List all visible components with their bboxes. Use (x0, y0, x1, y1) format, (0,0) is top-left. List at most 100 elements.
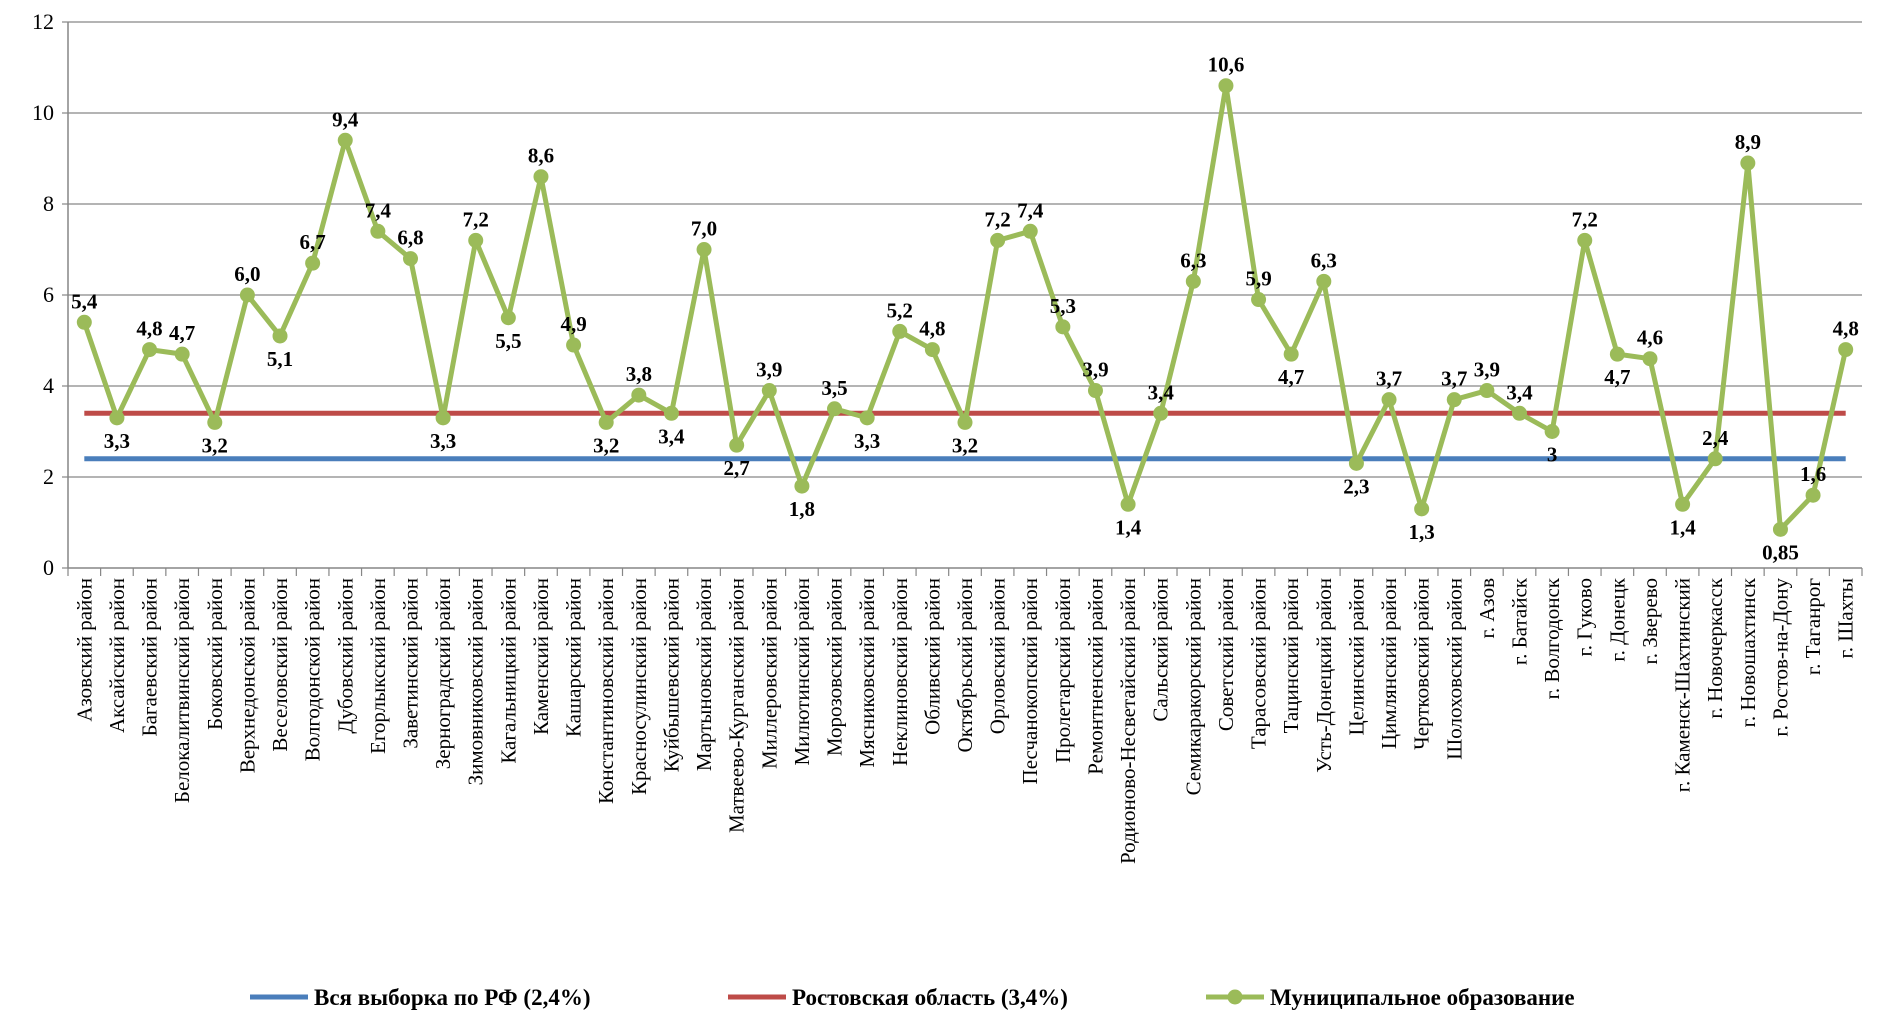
data-point (239, 287, 255, 303)
data-label: 4,9 (560, 312, 586, 336)
data-label: 2,7 (724, 456, 750, 480)
data-label: 3,9 (1474, 358, 1500, 382)
data-point (500, 310, 516, 326)
data-label: 4,7 (169, 321, 195, 345)
data-label: 3,9 (1082, 358, 1108, 382)
data-label: 5,4 (71, 289, 98, 313)
data-point (1609, 346, 1625, 362)
x-tick-label: Мартыновский район (692, 578, 716, 771)
data-label: 8,6 (528, 144, 554, 168)
data-point (631, 387, 647, 403)
data-point (1185, 273, 1201, 289)
y-tick-label-4: 4 (43, 373, 54, 398)
data-label: 6,8 (397, 226, 423, 250)
data-point (305, 255, 321, 271)
data-label: 4,7 (1604, 365, 1630, 389)
data-label: 1,8 (789, 497, 815, 521)
x-tick-label: Усть-Донецкий район (1312, 578, 1336, 773)
x-tick-label: Семикаракорский район (1181, 578, 1205, 795)
x-tick-label: г. Зверево (1638, 578, 1662, 664)
data-label: 3,8 (626, 362, 652, 386)
data-point (663, 405, 679, 421)
x-tick-label: г. Ростов-на-Дону (1768, 578, 1792, 737)
data-label: 9,4 (332, 107, 359, 131)
legend-label-0: Вся выборка по РФ (2,4%) (314, 985, 591, 1010)
data-point (1544, 424, 1560, 439)
y-tick-label-10: 10 (32, 100, 54, 125)
data-label: 3,3 (854, 429, 880, 453)
data-point (1381, 392, 1397, 408)
x-tick-label: Константиновский район (594, 578, 618, 804)
x-tick-label: Миллеровский район (757, 578, 781, 769)
data-point (1446, 392, 1462, 408)
data-point (1838, 342, 1854, 358)
x-tick-label: Пролетарский район (1051, 578, 1075, 763)
data-label: 7,4 (1017, 198, 1044, 222)
x-tick-label: Орловский район (986, 578, 1010, 734)
data-point (1348, 455, 1364, 471)
data-point (859, 410, 875, 426)
data-label: 5,5 (495, 329, 521, 353)
x-tick-label: Веселовский район (268, 578, 292, 752)
x-tick-label: Волгодонской район (301, 578, 325, 761)
data-point (1512, 405, 1528, 421)
data-label: 3,4 (1506, 380, 1533, 404)
data-label: 1,4 (1115, 515, 1142, 539)
data-point (990, 232, 1006, 248)
x-tick-label: г. Новошахтинск (1736, 577, 1760, 727)
x-tick-label: Кагальницкий район (496, 578, 520, 764)
data-point (402, 251, 418, 267)
x-tick-label: Боковский район (203, 578, 227, 730)
data-label: 0,85 (1762, 540, 1799, 564)
x-tick-label: Морозовский район (823, 578, 847, 756)
x-tick-label: Каменский район (529, 578, 553, 735)
data-point (1251, 292, 1267, 308)
data-point (1022, 223, 1038, 239)
data-label: 10,6 (1208, 53, 1245, 77)
x-tick-label: Обливский район (920, 578, 944, 735)
data-label: 2,4 (1702, 426, 1729, 450)
data-label: 3 (1547, 443, 1558, 467)
x-tick-label: Цимлянский район (1377, 578, 1401, 749)
x-tick-label: Песчанокопский район (1018, 578, 1042, 784)
data-label: 3,9 (756, 358, 782, 382)
x-axis-tick-labels: Азовский район Аксайский район Багаевский … (72, 577, 1857, 864)
data-label: 6,7 (300, 230, 326, 254)
data-point (1414, 501, 1430, 517)
data-point (272, 328, 288, 344)
data-point (207, 414, 223, 430)
x-tick-label: г. Новочеркасск (1703, 577, 1727, 718)
data-point (761, 383, 777, 399)
x-tick-label: Милютинский район (790, 578, 814, 766)
x-tick-label: г. Шахты (1834, 578, 1858, 659)
x-tick-label: Тарасовский район (1247, 578, 1271, 749)
y-tick-label-2: 2 (43, 464, 54, 489)
data-label: 3,7 (1376, 367, 1402, 391)
x-tick-label: Шолоховский район (1442, 578, 1466, 760)
legend-label-2: Муниципальное образование (1270, 985, 1575, 1010)
data-point (1707, 451, 1723, 467)
data-point (1087, 383, 1103, 399)
data-label: 6,3 (1180, 248, 1206, 272)
data-label: 3,3 (430, 429, 456, 453)
x-tick-label: Сальский район (1149, 578, 1173, 722)
data-point (1675, 496, 1691, 512)
data-point (109, 410, 125, 426)
x-tick-label: Красносулинский район (627, 578, 651, 795)
data-label: 4,8 (136, 317, 162, 341)
data-label: 4,8 (1833, 317, 1859, 341)
data-point (435, 410, 451, 426)
data-point (794, 478, 810, 494)
data-label: 7,2 (984, 207, 1010, 231)
series-layer (76, 78, 1854, 537)
data-point (1805, 487, 1821, 503)
data-point (1153, 405, 1169, 421)
data-point (1772, 521, 1788, 537)
x-tick-label: Чертковский район (1410, 578, 1434, 750)
data-label: 3,5 (821, 376, 847, 400)
data-point (533, 169, 549, 185)
x-tick-label: г. Гуково (1573, 578, 1597, 657)
data-point (1283, 346, 1299, 362)
y-tick-label-8: 8 (43, 191, 54, 216)
x-tick-label: Зимовниковский район (464, 578, 488, 785)
